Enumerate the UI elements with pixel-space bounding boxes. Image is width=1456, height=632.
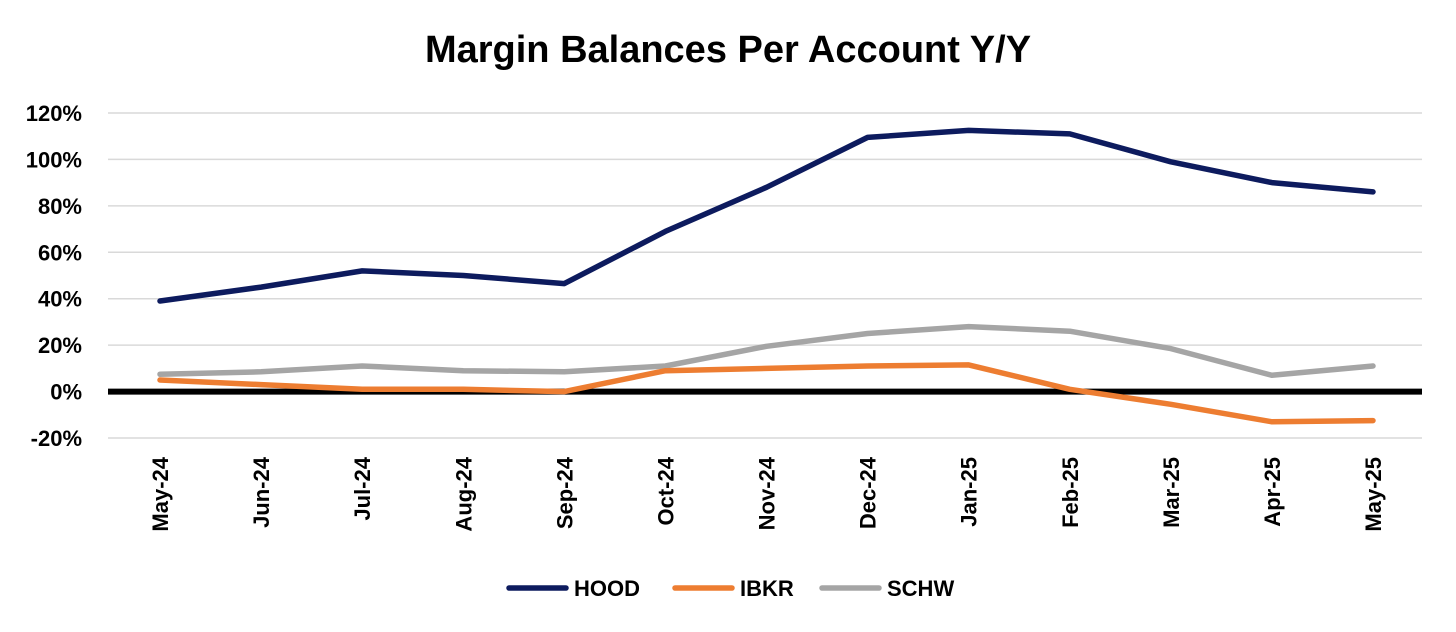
x-tick-label: Dec-24 bbox=[856, 456, 881, 529]
legend: HOOD IBKR SCHW bbox=[506, 576, 954, 601]
gridlines bbox=[108, 112, 1422, 439]
x-tick-label: Jul-24 bbox=[350, 456, 375, 520]
x-tick-label: May-24 bbox=[148, 456, 173, 531]
y-tick-label: 80% bbox=[38, 194, 82, 219]
chart-title: Margin Balances Per Account Y/Y bbox=[425, 29, 1031, 71]
x-axis-ticks: May-24 Jun-24 Jul-24 Aug-24 Sep-24 Oct-24 Nov-… bbox=[148, 456, 1386, 531]
y-axis-ticks: -20% 0% 20% 40% 60% 80% 100% 120% bbox=[26, 101, 82, 451]
y-tick-label: 60% bbox=[38, 240, 82, 265]
legend-label-hood: HOOD bbox=[574, 576, 640, 601]
x-tick-label: Nov-24 bbox=[755, 456, 780, 530]
series-line-schw bbox=[157, 323, 1376, 379]
series-lines bbox=[157, 127, 1376, 425]
x-tick-label: Feb-25 bbox=[1058, 457, 1083, 528]
y-tick-label: 40% bbox=[38, 287, 82, 312]
legend-label-ibkr: IBKR bbox=[740, 576, 794, 601]
x-tick-label: Aug-24 bbox=[451, 456, 476, 531]
y-tick-label: -20% bbox=[31, 426, 82, 451]
x-tick-label: Oct-24 bbox=[653, 456, 678, 525]
x-tick-label: May-25 bbox=[1361, 457, 1386, 532]
x-tick-label: Apr-25 bbox=[1260, 457, 1285, 527]
series-line-hood bbox=[157, 127, 1376, 304]
x-tick-label: Sep-24 bbox=[552, 456, 577, 529]
y-tick-label: 120% bbox=[26, 101, 82, 126]
legend-label-schw: SCHW bbox=[887, 576, 954, 601]
y-tick-label: 100% bbox=[26, 147, 82, 172]
y-tick-label: 20% bbox=[38, 333, 82, 358]
y-tick-label: 0% bbox=[50, 380, 82, 405]
x-tick-label: Jan-25 bbox=[957, 457, 982, 527]
series-line-ibkr bbox=[157, 362, 1376, 425]
x-tick-label: Mar-25 bbox=[1159, 457, 1184, 528]
x-tick-label: Jun-24 bbox=[249, 456, 274, 528]
